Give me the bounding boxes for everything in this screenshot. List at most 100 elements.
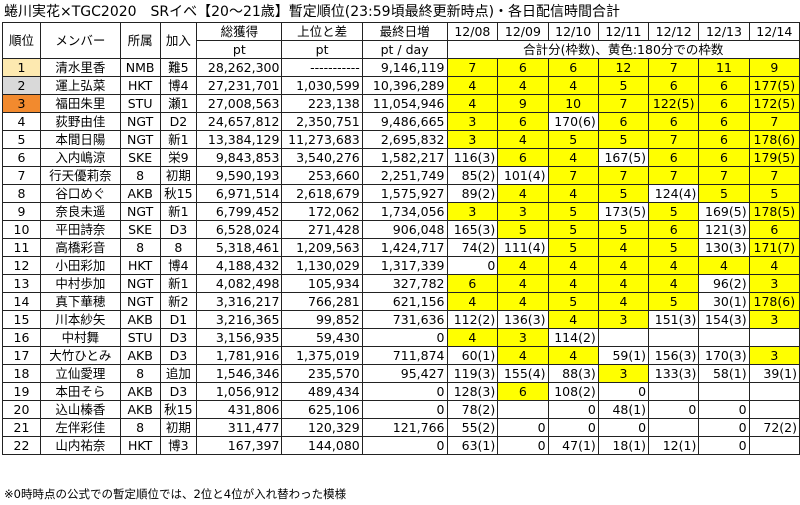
- header-total: 総獲得: [196, 22, 283, 41]
- join-cell: 瀬1: [159, 94, 198, 113]
- day-cell: 3: [497, 202, 549, 221]
- total-cell: 1,546,346: [196, 364, 283, 383]
- day-cell: 101(4): [497, 166, 549, 185]
- member-cell: 込山榛香: [39, 400, 121, 419]
- day-cell: 0: [547, 400, 599, 419]
- diff-cell: 2,350,751: [281, 112, 363, 131]
- member-cell: 荻野由佳: [39, 112, 121, 131]
- day-cell: 55(2): [446, 418, 499, 437]
- table-row: 6 入内嶋涼 SKE 栄9 9,843,853 3,540,276 1,582,217 116…: [2, 148, 800, 167]
- member-cell: 高橋彩音: [39, 238, 121, 257]
- group-cell: 8: [119, 238, 161, 257]
- day-cell: 12(1): [648, 436, 700, 455]
- join-cell: 新1: [159, 130, 198, 149]
- rank-cell: 21: [2, 418, 41, 437]
- footnote: ※0時時点の公式での暫定順位では、2位と4位が入れ替わった模様: [4, 487, 347, 501]
- day-cell: 5: [547, 238, 599, 257]
- table-row: 13 中村歩加 NGT 新1 4,082,498 105,934 327,782 6 4 4 4 4 9…: [2, 274, 800, 293]
- day-cell: 5: [597, 184, 650, 203]
- member-cell: 清水里香: [39, 58, 121, 77]
- member-cell: 福田朱里: [39, 94, 121, 113]
- day-cell: 5: [648, 202, 700, 221]
- day-cell: 7: [597, 166, 650, 185]
- day-cell: 5: [497, 220, 549, 239]
- table-row: 5 本間日陽 NGT 新1 13,384,129 11,273,683 2,695,832 3…: [2, 130, 800, 149]
- day-cell: 4: [547, 346, 599, 365]
- day-cell: 167(5): [597, 148, 650, 167]
- day-cell: 7: [648, 130, 700, 149]
- header-row-1: 順位 メンバー 所属 加入 総獲得 上位と差 最終日増 12/08 12/09 …: [2, 22, 800, 59]
- header-date: 12/14: [748, 22, 800, 41]
- rank-cell: 7: [2, 166, 41, 185]
- last-day-cell: 327,782: [361, 274, 448, 293]
- total-cell: 6,799,452: [196, 202, 283, 221]
- member-cell: 中村舞: [39, 328, 121, 347]
- join-cell: 博4: [159, 76, 198, 95]
- day-cell: 5: [648, 238, 700, 257]
- day-cell: 5: [597, 130, 650, 149]
- total-cell: 5,318,461: [196, 238, 283, 257]
- day-cell: 3: [597, 310, 650, 329]
- last-day-cell: 9,146,119: [361, 58, 448, 77]
- group-cell: 8: [119, 418, 161, 437]
- header-group: 所属: [119, 22, 161, 59]
- day-cell: 3: [497, 328, 549, 347]
- day-cell: 5: [547, 220, 599, 239]
- diff-cell: 3,540,276: [281, 148, 363, 167]
- day-cell: 4: [597, 256, 650, 275]
- day-cell: 39(1): [748, 364, 800, 383]
- join-cell: 8: [159, 238, 198, 257]
- rank-cell: 8: [2, 184, 41, 203]
- day-cell: 172(5): [748, 94, 800, 113]
- day-cell: 7: [698, 166, 750, 185]
- join-cell: D1: [159, 310, 198, 329]
- day-cell: 178(5): [748, 202, 800, 221]
- day-cell: 3: [446, 202, 499, 221]
- header-join: 加入: [159, 22, 198, 59]
- diff-cell: 11,273,683: [281, 130, 363, 149]
- table-row: 19 本田そら AKB D3 1,056,912 489,434 0 128(3) 6 108(2…: [2, 382, 800, 401]
- day-cell: 108(2): [547, 382, 599, 401]
- join-cell: 難5: [159, 58, 198, 77]
- total-cell: 3,216,365: [196, 310, 283, 329]
- day-cell: 7: [648, 166, 700, 185]
- day-cell: 0: [497, 418, 549, 437]
- total-cell: 9,843,853: [196, 148, 283, 167]
- day-cell: 12: [597, 58, 650, 77]
- last-day-cell: 9,486,665: [361, 112, 448, 131]
- last-day-cell: 711,874: [361, 346, 448, 365]
- rank-cell: 17: [2, 346, 41, 365]
- member-cell: 川本紗矢: [39, 310, 121, 329]
- day-cell: 171(7): [748, 238, 800, 257]
- day-cell: 30(1): [698, 292, 750, 311]
- day-cell: 72(2): [748, 418, 800, 437]
- rank-cell: 14: [2, 292, 41, 311]
- day-cell: 4: [497, 130, 549, 149]
- diff-cell: 1,375,019: [281, 346, 363, 365]
- day-cell: 74(2): [446, 238, 499, 257]
- last-day-cell: 906,048: [361, 220, 448, 239]
- table-row: 2 運上弘菜 HKT 博4 27,231,701 1,030,599 10,396,289 4…: [2, 76, 800, 95]
- group-cell: HKT: [119, 436, 161, 455]
- day-cell: 6: [698, 130, 750, 149]
- day-cell: 122(5): [648, 94, 700, 113]
- day-cell: 7: [648, 58, 700, 77]
- join-cell: D2: [159, 112, 198, 131]
- day-cell: 6: [648, 112, 700, 131]
- day-cell: 5: [547, 202, 599, 221]
- total-cell: 24,657,812: [196, 112, 283, 131]
- day-cell: 7: [597, 94, 650, 113]
- day-cell: 58(1): [698, 364, 750, 383]
- diff-cell: 172,062: [281, 202, 363, 221]
- day-cell: 4: [547, 274, 599, 293]
- total-cell: 27,008,563: [196, 94, 283, 113]
- day-cell: 133(3): [648, 364, 700, 383]
- day-cell: [597, 328, 650, 347]
- table-row: 3 福田朱里 STU 瀬1 27,008,563 223,138 11,054,946 4 9 1…: [2, 94, 800, 113]
- day-cell: 179(5): [748, 148, 800, 167]
- day-cell: 4: [597, 292, 650, 311]
- day-cell: 4: [497, 256, 549, 275]
- rank-cell: 1: [2, 58, 41, 77]
- diff-cell: 144,080: [281, 436, 363, 455]
- day-cell: 4: [497, 346, 549, 365]
